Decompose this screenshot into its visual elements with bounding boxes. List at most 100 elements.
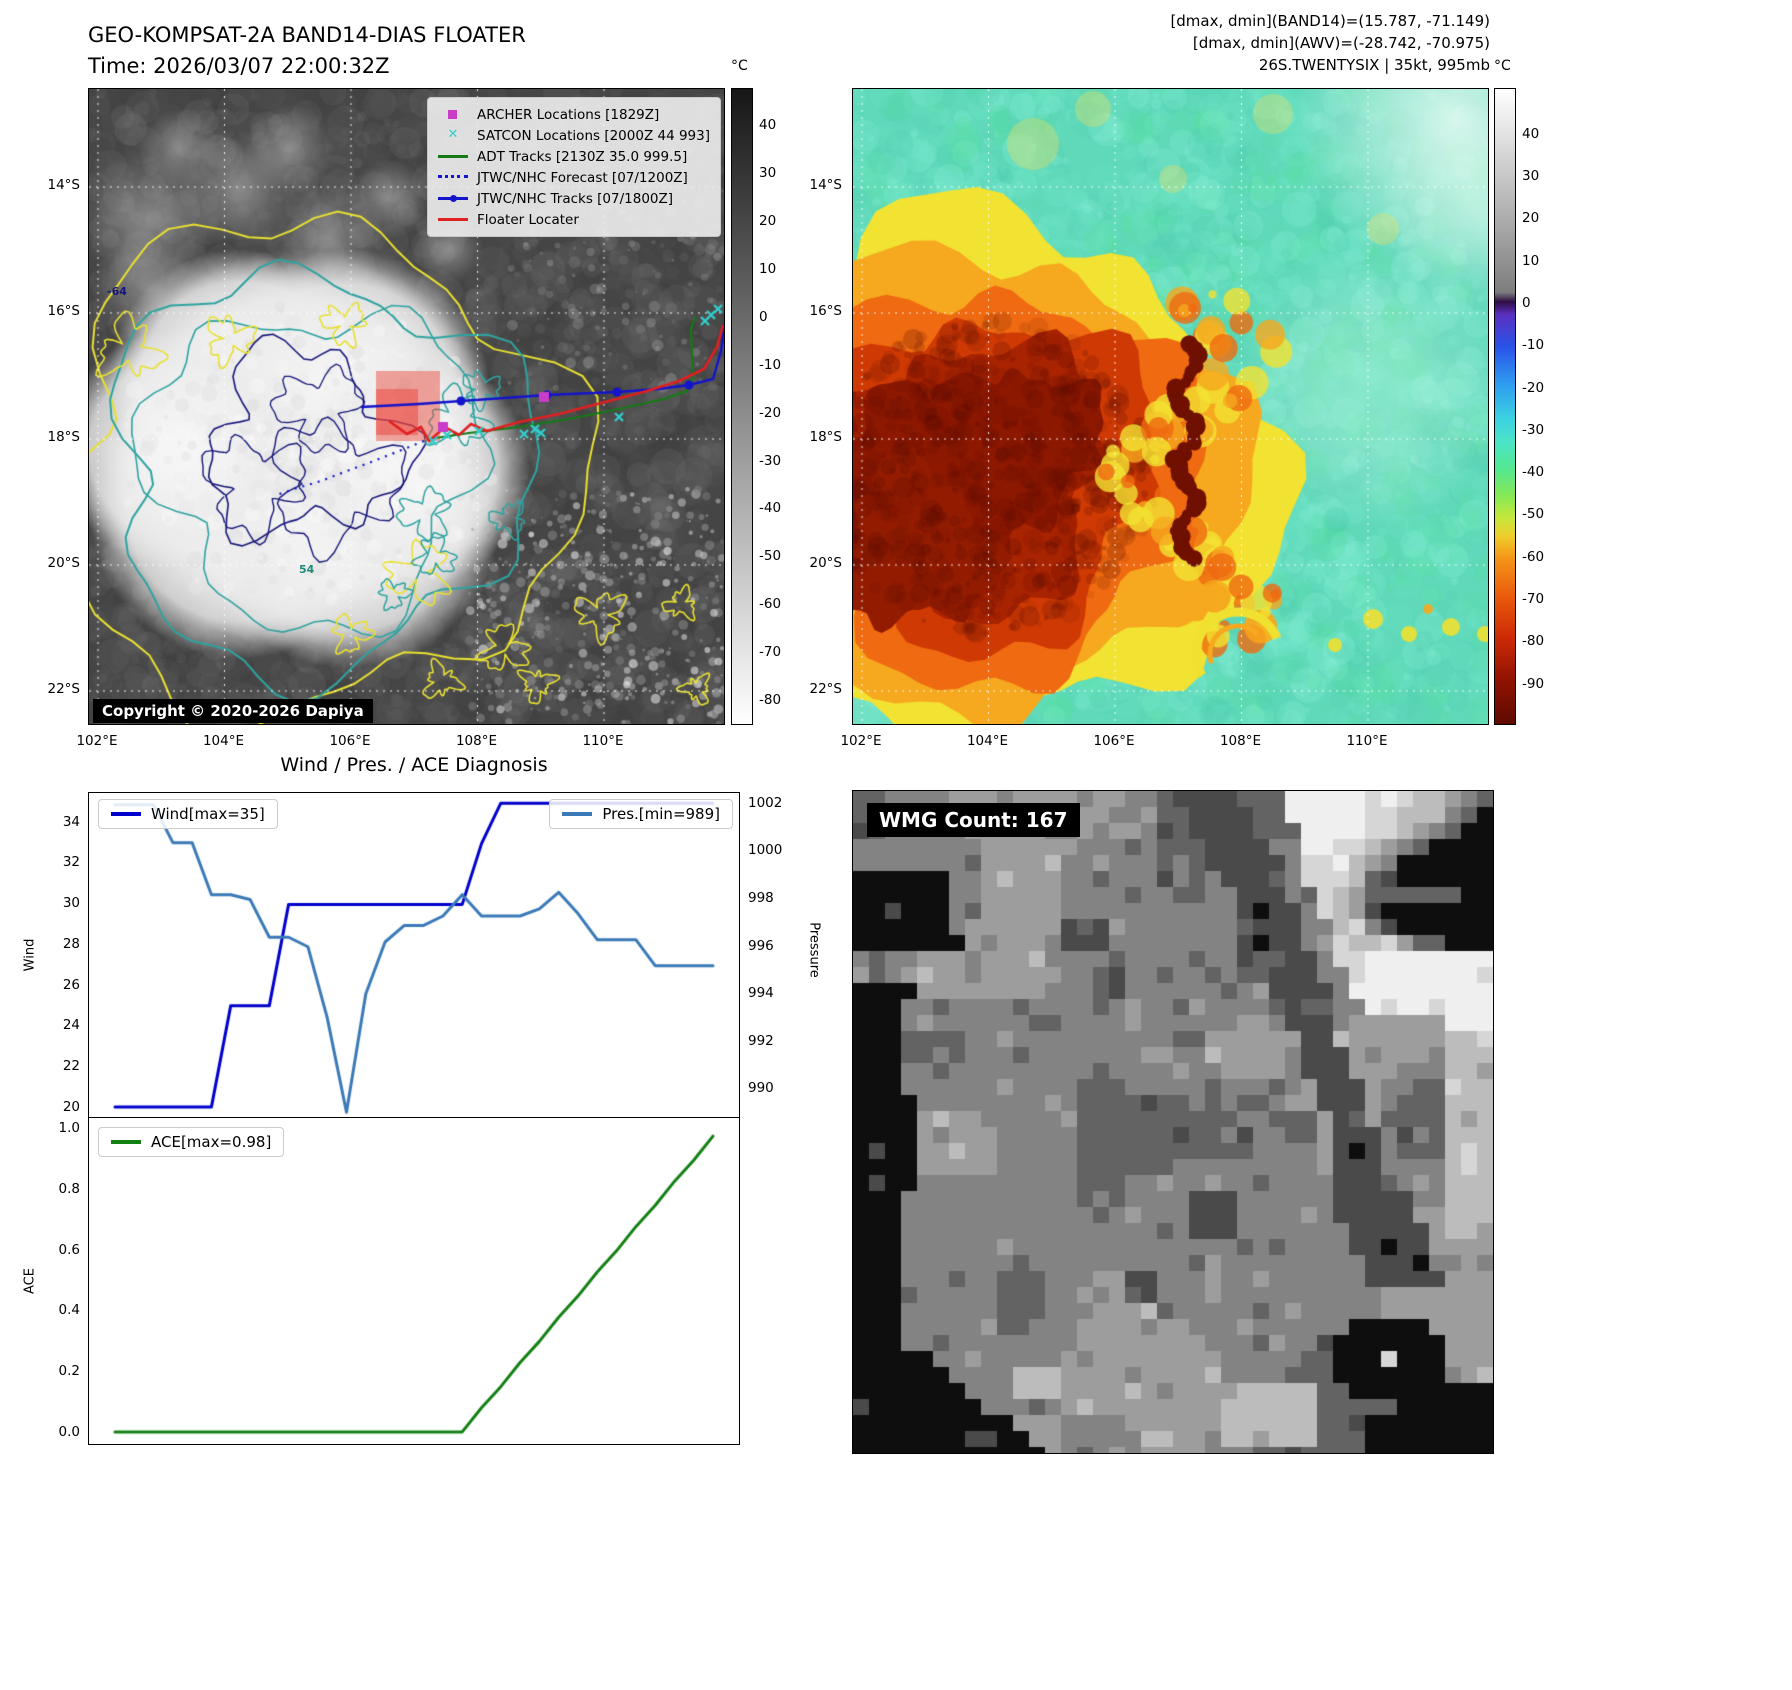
legend-label: Pres.[min=989] [602, 805, 720, 823]
legend-item: ADT Tracks [2130Z 35.0 999.5] [438, 147, 710, 166]
map1-lat-label: 14°S [47, 177, 81, 193]
map1-lat-label: 20°S [47, 555, 81, 571]
square-swatch-icon [438, 107, 468, 122]
cb1-tick-label: 40 [759, 117, 777, 134]
legend-line-swatch-icon [111, 812, 141, 816]
cb2-tick-label: -20 [1522, 379, 1545, 396]
wind-pressure-chart [88, 792, 740, 1118]
map2-lon-label: 102°E [840, 733, 882, 749]
cb1-tick-label: 0 [759, 308, 768, 325]
band14-header: GEO-KOMPSAT-2A BAND14-DIAS FLOATER Time:… [88, 20, 526, 82]
legend-label: ACE[max=0.98] [151, 1133, 272, 1151]
cb1-tick-label: 30 [759, 165, 777, 182]
cb2-tick-label: -30 [1522, 421, 1545, 438]
legend-item: Floater Locater [438, 210, 710, 229]
ace-chart [88, 1117, 740, 1445]
cb1-tick-label: -60 [759, 596, 782, 613]
wind-ytick: 20 [62, 1098, 80, 1115]
dotted-line-icon [438, 175, 468, 178]
ace-ytick: 0.2 [58, 1363, 80, 1380]
cb1-tick-label: -40 [759, 500, 782, 517]
pressure-ytick: 1002 [748, 794, 783, 811]
wind-ytick: 26 [62, 976, 80, 993]
cb2-tick-label: 30 [1522, 167, 1540, 184]
awv-header-line1: [dmax, dmin](BAND14)=(15.787, -71.149) [1170, 12, 1490, 30]
map1-lat-label: 18°S [47, 429, 81, 445]
cb2-tick-label: -90 [1522, 675, 1545, 692]
ace-ytick: 0.4 [58, 1302, 80, 1319]
line-marker-swatch-icon [438, 191, 468, 206]
line-dot-icon [450, 194, 457, 202]
legend-label: Wind[max=35] [151, 805, 265, 823]
wind-axis-label: Wind [22, 938, 38, 972]
wind-ytick: 32 [62, 854, 80, 871]
dotted-swatch-icon [438, 170, 468, 185]
band14-legend: ARCHER Locations [1829Z] ✕ SATCON Location… [427, 97, 721, 237]
map1-lon-label: 110°E [582, 733, 624, 749]
map2-lat-label: 22°S [809, 681, 843, 697]
wmg-panel: WMG Count: 167 [852, 790, 1494, 1454]
map1-lon-label: 104°E [202, 733, 245, 749]
line-swatch-icon [438, 149, 468, 164]
wind-ytick: 30 [62, 895, 80, 912]
ace-ytick: 0.0 [58, 1423, 80, 1440]
cb2-tick-label: -50 [1522, 506, 1545, 523]
legend-item: ✕ SATCON Locations [2000Z 44 993] [438, 126, 710, 145]
pressure-ytick: 998 [748, 890, 774, 907]
legend-item: ARCHER Locations [1829Z] [438, 105, 710, 124]
map1-lat-label: 16°S [47, 303, 81, 319]
cb1-tick-label: -20 [759, 404, 782, 421]
map2-lat-label: 14°S [809, 177, 843, 193]
wind-legend: Wind[max=35] [98, 799, 278, 829]
wind-ytick: 22 [62, 1058, 80, 1075]
contour-label-neg64: -64 [107, 285, 127, 298]
map2-lon-label: 110°E [1346, 733, 1388, 749]
contour-label-54: 54 [299, 563, 315, 576]
band14-title: GEO-KOMPSAT-2A BAND14-DIAS FLOATER [88, 23, 526, 47]
awv-colorbar [1494, 88, 1516, 725]
satcon-x-icon: ✕ [447, 127, 459, 142]
legend-item: JTWC/NHC Tracks [07/1800Z] [438, 189, 710, 208]
legend-line-swatch-icon [111, 1140, 141, 1144]
line-icon [438, 218, 468, 221]
band14-colorbar [731, 88, 753, 725]
legend-label: Floater Locater [477, 211, 579, 228]
pressure-legend: Pres.[min=989] [549, 799, 733, 829]
copyright-label: Copyright © 2020-2026 Dapiya [93, 699, 373, 723]
wind-pressure-plot [89, 793, 739, 1117]
pressure-ytick: 994 [748, 985, 774, 1002]
awv-header: [dmax, dmin](BAND14)=(15.787, -71.149) [… [990, 10, 1490, 76]
diagnosis-title: Wind / Pres. / ACE Diagnosis [280, 754, 548, 776]
pressure-axis-label: Pressure [806, 922, 822, 978]
legend-label: JTWC/NHC Tracks [07/1800Z] [477, 190, 674, 207]
map1-lon-label: 106°E [329, 733, 371, 749]
map2-lat-label: 20°S [809, 555, 843, 571]
cb1-tick-label: -80 [759, 692, 782, 709]
legend-label: ARCHER Locations [1829Z] [477, 106, 660, 123]
wind-ytick: 28 [62, 935, 80, 952]
cb2-tick-label: -40 [1522, 464, 1545, 481]
cb2-tick-label: 10 [1522, 252, 1540, 269]
map2-lon-label: 108°E [1219, 733, 1262, 749]
map1-lon-label: 108°E [455, 733, 498, 749]
line-swatch-icon [438, 212, 468, 227]
awv-header-line2: [dmax, dmin](AWV)=(-28.742, -70.975) [1192, 34, 1490, 52]
pressure-ytick: 996 [748, 937, 774, 954]
legend-label: JTWC/NHC Forecast [07/1200Z] [477, 169, 688, 186]
cb1-tick-label: -70 [759, 644, 782, 661]
cb1-tick-label: -50 [759, 548, 782, 565]
band14-map: -64 54 Copyright © 2020-2026 Dapiya ARCH… [88, 88, 725, 725]
x-swatch-icon: ✕ [438, 127, 468, 143]
awv-colorbar-unit: °C [1494, 58, 1511, 74]
ace-ytick: 1.0 [58, 1120, 80, 1137]
wind-ytick: 24 [62, 1017, 80, 1034]
archer-marker-icon [448, 110, 457, 119]
awv-satellite-image [853, 89, 1488, 724]
ace-plot [89, 1118, 739, 1444]
map2-lat-label: 18°S [809, 429, 843, 445]
ace-axis-label: ACE [22, 1268, 38, 1294]
legend-line-swatch-icon [562, 812, 593, 816]
map2-lat-label: 16°S [809, 303, 843, 319]
band14-time: Time: 2026/03/07 22:00:32Z [88, 54, 390, 78]
